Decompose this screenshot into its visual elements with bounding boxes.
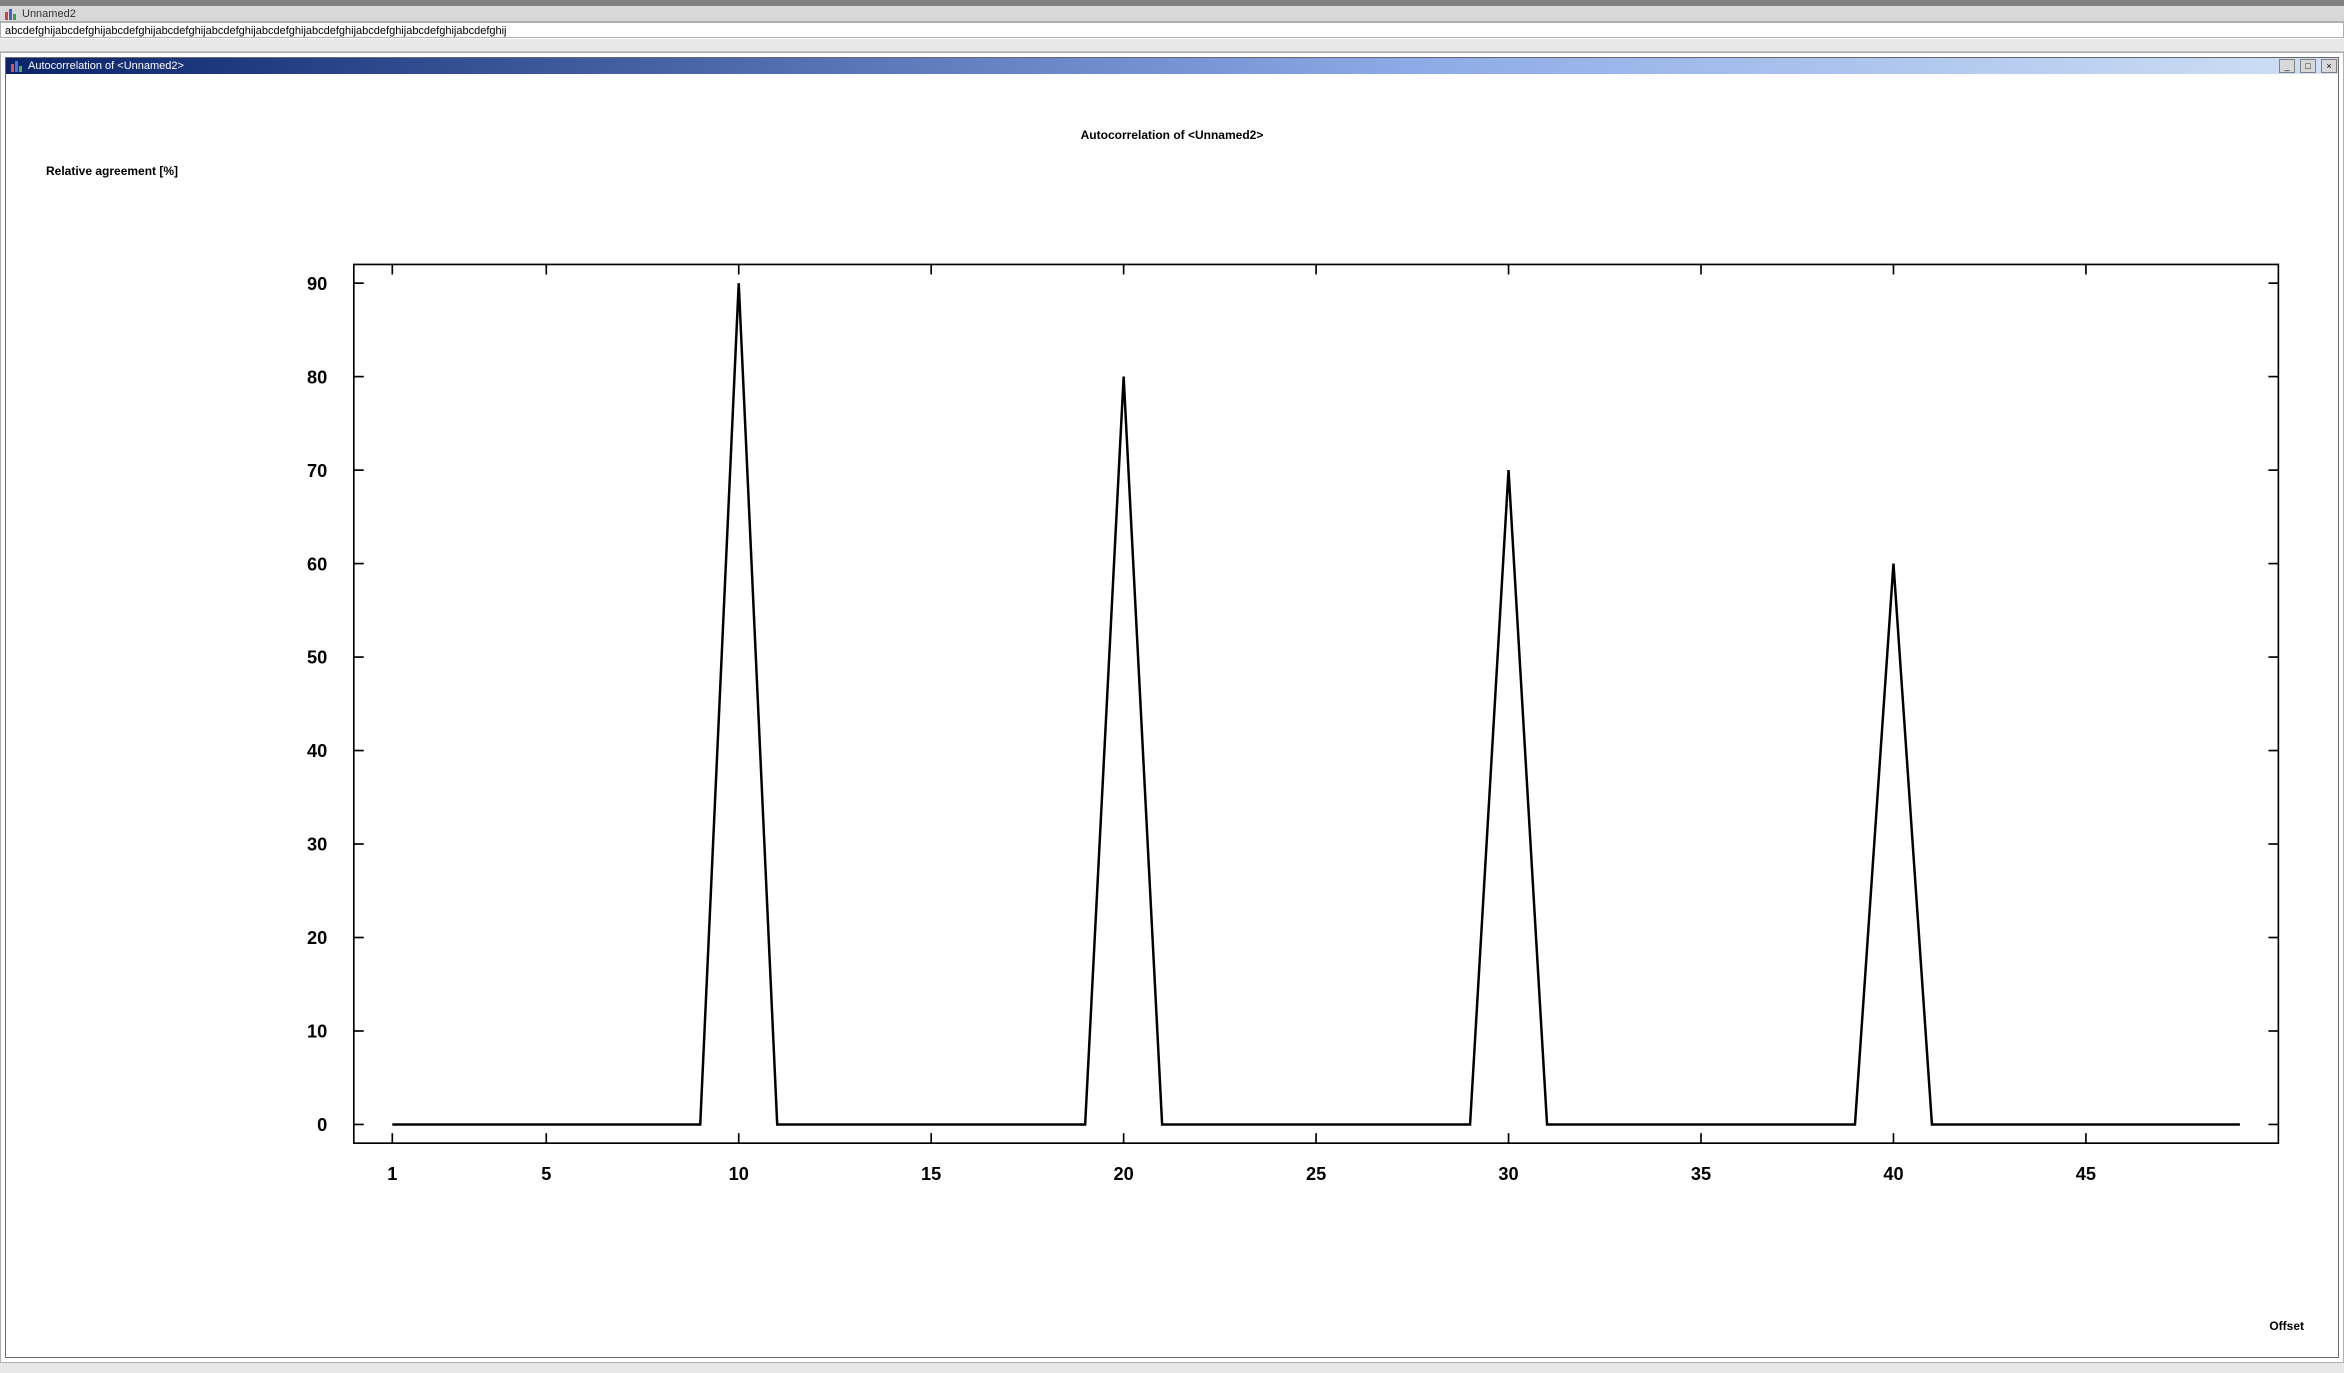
inner-window-title: Autocorrelation of <Unnamed2> — [28, 60, 184, 72]
svg-text:10: 10 — [307, 1021, 327, 1042]
svg-text:0: 0 — [317, 1114, 327, 1135]
svg-text:15: 15 — [921, 1163, 941, 1184]
chart-area: Autocorrelation of <Unnamed2> Relative a… — [6, 74, 2338, 1357]
svg-text:40: 40 — [307, 740, 327, 761]
svg-text:90: 90 — [307, 273, 327, 294]
svg-text:60: 60 — [307, 553, 327, 574]
svg-text:35: 35 — [1691, 1163, 1711, 1184]
svg-text:70: 70 — [307, 460, 327, 481]
app-frame: Unnamed2 abcdefghijabcdefghijabcdefghija… — [0, 0, 2344, 1373]
svg-text:40: 40 — [1883, 1163, 1903, 1184]
minimize-button[interactable]: _ — [2279, 59, 2295, 73]
svg-text:50: 50 — [307, 647, 327, 668]
svg-text:10: 10 — [729, 1163, 749, 1184]
app-icon — [4, 7, 18, 21]
inner-window-titlebar[interactable]: Autocorrelation of <Unnamed2> _ □ × — [6, 58, 2338, 74]
svg-text:25: 25 — [1306, 1163, 1326, 1184]
svg-text:45: 45 — [2076, 1163, 2096, 1184]
chart-window-icon — [10, 59, 24, 73]
svg-text:20: 20 — [307, 927, 327, 948]
svg-text:80: 80 — [307, 366, 327, 387]
outer-window-title: Unnamed2 — [22, 8, 76, 20]
outer-text-content[interactable]: abcdefghijabcdefghijabcdefghijabcdefghij… — [0, 22, 2344, 38]
outer-spacer — [0, 38, 2344, 52]
svg-text:5: 5 — [541, 1163, 551, 1184]
outer-window-titlebar[interactable]: Unnamed2 — [0, 6, 2344, 22]
svg-text:30: 30 — [307, 834, 327, 855]
inner-window: Autocorrelation of <Unnamed2> _ □ × Auto… — [5, 57, 2339, 1358]
svg-text:30: 30 — [1498, 1163, 1518, 1184]
svg-text:20: 20 — [1114, 1163, 1134, 1184]
close-button[interactable]: × — [2321, 59, 2337, 73]
svg-text:1: 1 — [387, 1163, 397, 1184]
mdi-area: Autocorrelation of <Unnamed2> _ □ × Auto… — [0, 52, 2344, 1363]
chart-svg: 1510152025303540450102030405060708090 — [6, 74, 2338, 1357]
maximize-button[interactable]: □ — [2300, 59, 2316, 73]
